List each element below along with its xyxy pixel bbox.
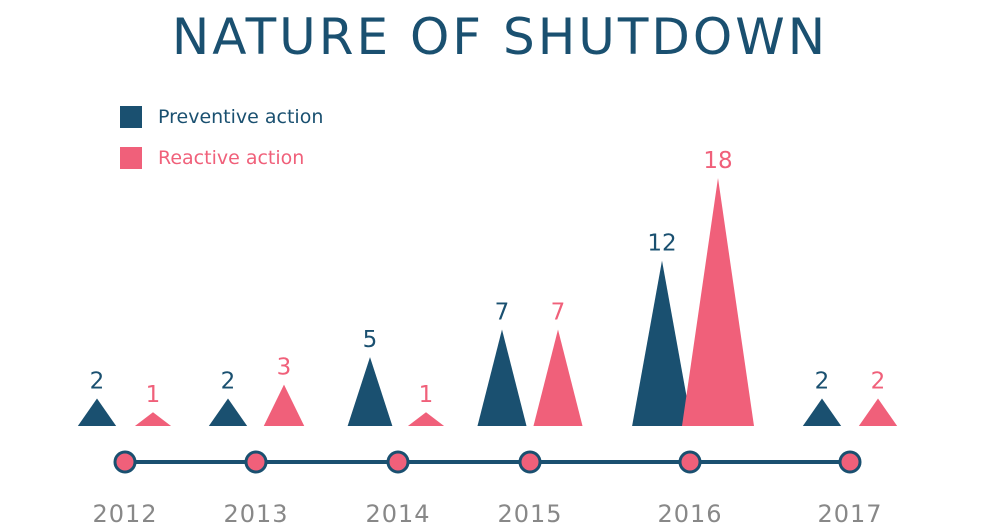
bar-reactive-2017	[858, 398, 898, 426]
timeline-dot-2014	[386, 450, 410, 474]
data-label-reactive-2015: 7	[551, 300, 566, 326]
legend-item-reactive: Reactive action	[120, 143, 323, 173]
legend: Preventive action Reactive action	[120, 102, 323, 184]
data-label-preventive-2016: 12	[647, 231, 676, 257]
data-label-reactive-2012: 1	[146, 382, 161, 408]
timeline-dot-2012	[113, 450, 137, 474]
year-label-2012: 2012	[92, 500, 157, 528]
year-label-2016: 2016	[657, 500, 722, 528]
year-label-2014: 2014	[365, 500, 430, 528]
data-label-preventive-2013: 2	[221, 368, 236, 394]
timeline-dot-2017	[838, 450, 862, 474]
legend-label-reactive: Reactive action	[158, 147, 305, 169]
bar-reactive-2013	[263, 384, 305, 426]
year-label-2015: 2015	[497, 500, 562, 528]
bar-reactive-2014	[407, 412, 445, 426]
chart-title: NATURE OF SHUTDOWN	[171, 8, 829, 66]
data-label-reactive-2014: 1	[419, 382, 434, 408]
bar-preventive-2014	[347, 357, 393, 426]
year-label-2017: 2017	[817, 500, 882, 528]
legend-label-preventive: Preventive action	[158, 106, 324, 128]
legend-item-preventive: Preventive action	[120, 102, 323, 132]
bar-preventive-2012	[77, 398, 117, 426]
data-label-reactive-2013: 3	[277, 355, 292, 381]
data-label-preventive-2017: 2	[815, 368, 830, 394]
legend-swatch-preventive	[120, 106, 142, 128]
data-label-preventive-2015: 7	[495, 300, 510, 326]
year-label-2013: 2013	[223, 500, 288, 528]
bar-reactive-2015	[533, 329, 583, 426]
timeline-dot-2016	[678, 450, 702, 474]
legend-swatch-reactive	[120, 147, 142, 169]
bar-reactive-2016	[682, 178, 754, 426]
data-label-reactive-2017: 2	[871, 368, 886, 394]
bar-reactive-2012	[134, 412, 172, 426]
bar-preventive-2013	[208, 398, 248, 426]
timeline-dot-2015	[518, 450, 542, 474]
timeline-dot-2013	[244, 450, 268, 474]
data-label-reactive-2016: 18	[703, 148, 732, 174]
data-label-preventive-2014: 5	[363, 327, 378, 353]
data-label-preventive-2012: 2	[90, 368, 105, 394]
bar-preventive-2015	[477, 329, 527, 426]
bar-preventive-2016	[632, 260, 692, 426]
bar-preventive-2017	[802, 398, 842, 426]
